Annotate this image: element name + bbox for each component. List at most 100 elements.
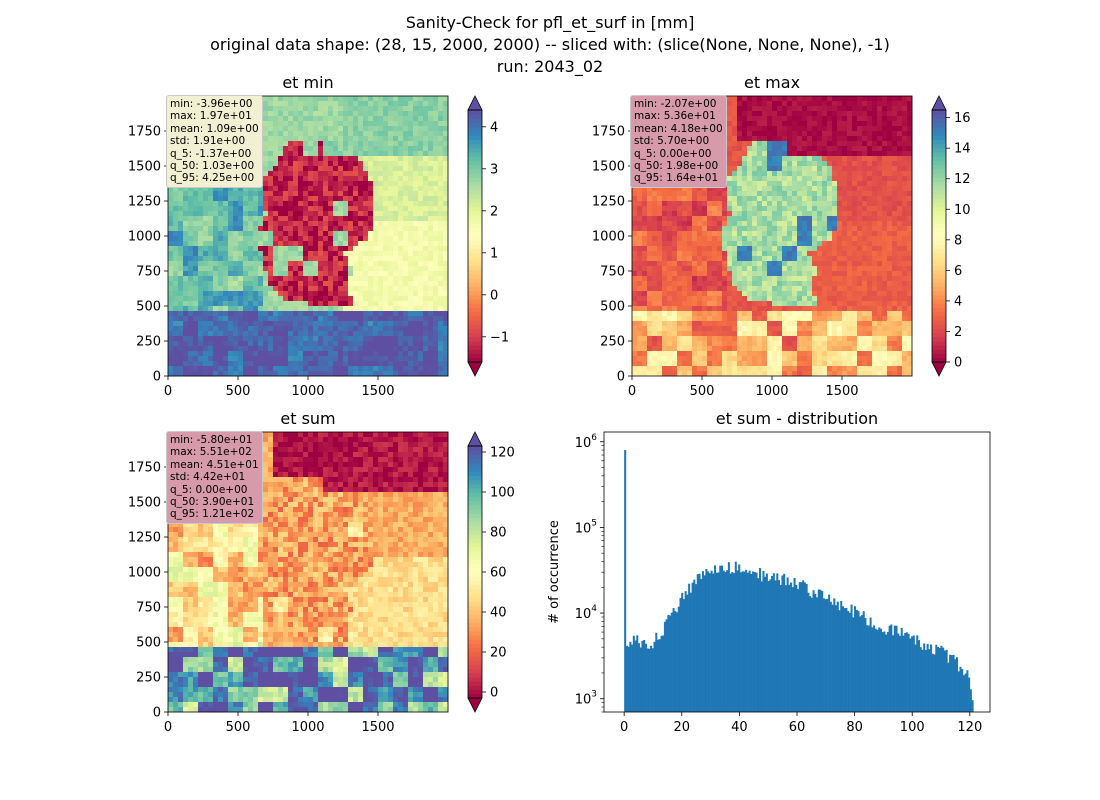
heatmap-cell (822, 201, 828, 207)
heatmap-cell (827, 171, 833, 177)
heatmap-cell (677, 251, 683, 257)
heatmap-cell (358, 181, 364, 187)
heatmap-cell (293, 281, 299, 287)
heatmap-cell (732, 236, 738, 242)
heatmap-cell (423, 261, 429, 267)
heatmap-cell (393, 126, 399, 132)
heatmap-cell (398, 366, 404, 372)
heatmap-cell (403, 251, 409, 257)
heatmap-cell (408, 316, 414, 322)
heatmap-cell (178, 281, 184, 287)
heatmap-cell (188, 266, 194, 272)
heatmap-cell (208, 351, 214, 357)
heatmap-cell (802, 101, 808, 107)
heatmap-cell (772, 196, 778, 202)
heatmap-cell (178, 266, 184, 272)
heatmap-cell (428, 266, 434, 272)
heatmap-cell (368, 276, 374, 282)
heatmap-cell (837, 241, 843, 247)
heatmap-cell (293, 131, 299, 137)
heatmap-cell (343, 161, 349, 167)
heatmap-cell (897, 136, 903, 142)
heatmap-cell (817, 131, 823, 137)
heatmap-cell (787, 116, 793, 122)
heatmap-cell (697, 186, 703, 192)
heatmap-cell (438, 256, 444, 262)
heatmap-cell (243, 196, 249, 202)
heatmap-cell (862, 151, 868, 157)
heatmap-cell (253, 321, 259, 327)
heatmap-cell (298, 206, 304, 212)
heatmap-cell (737, 186, 743, 192)
heatmap-cell (323, 111, 329, 117)
heatmap-cell (862, 231, 868, 237)
heatmap-cell (223, 211, 229, 217)
heatmap-cell (373, 141, 379, 147)
heatmap-cell (238, 276, 244, 282)
heatmap-cell (188, 226, 194, 232)
heatmap-cell (687, 231, 693, 237)
heatmap-cell (323, 156, 329, 162)
heatmap-cell (737, 211, 743, 217)
heatmap-cell (343, 176, 349, 182)
heatmap-cell (812, 206, 818, 212)
heatmap-cell (862, 101, 868, 107)
heatmap-cell (657, 186, 663, 192)
heatmap-cell (218, 331, 224, 337)
heatmap-cell (318, 191, 324, 197)
heatmap-cell (393, 261, 399, 267)
heatmap-cell (787, 231, 793, 237)
heatmap-cell (343, 186, 349, 192)
heatmap-cell (792, 191, 798, 197)
heatmap-cell (328, 136, 334, 142)
heatmap-cell (717, 191, 723, 197)
heatmap-cell (842, 236, 848, 242)
heatmap-cell (717, 186, 723, 192)
heatmap-cell (812, 246, 818, 252)
heatmap-cell (762, 226, 768, 232)
heatmap-cell (637, 196, 643, 202)
heatmap-cell (792, 226, 798, 232)
heatmap-cell (288, 221, 294, 227)
heatmap-cell (278, 371, 284, 377)
heatmap-cell (248, 296, 254, 302)
heatmap-cell (408, 336, 414, 342)
heatmap-cell (168, 371, 174, 377)
heatmap-cell (782, 121, 788, 127)
heatmap-cell (213, 196, 219, 202)
heatmap-cell (752, 216, 758, 222)
heatmap-cell (388, 336, 394, 342)
heatmap-cell (802, 121, 808, 127)
heatmap-cell (288, 96, 294, 102)
heatmap-cell (897, 216, 903, 222)
heatmap-cell (233, 316, 239, 322)
heatmap-cell (298, 286, 304, 292)
heatmap-cell (777, 231, 783, 237)
heatmap-cell (183, 271, 189, 277)
colorbar-swatch (468, 328, 482, 334)
heatmap-cell (358, 151, 364, 157)
heatmap-cell (767, 206, 773, 212)
heatmap-cell (283, 211, 289, 217)
heatmap-cell (847, 176, 853, 182)
heatmap-cell (293, 371, 299, 377)
heatmap-cell (258, 266, 264, 272)
heatmap-cell (263, 331, 269, 337)
heatmap-cell (872, 111, 878, 117)
heatmap-cell (418, 196, 424, 202)
heatmap-cell (777, 136, 783, 142)
heatmap-cell (273, 316, 279, 322)
heatmap-cell (752, 116, 758, 122)
heatmap-cell (303, 336, 309, 342)
heatmap-cell (168, 286, 174, 292)
heatmap-cell (707, 226, 713, 232)
colorbar-swatch (468, 236, 482, 241)
heatmap-cell (907, 216, 913, 222)
heatmap-cell (727, 236, 733, 242)
heatmap-cell (752, 96, 758, 102)
heatmap-cell (168, 186, 174, 192)
heatmap-cell (313, 186, 319, 192)
heatmap-cell (423, 321, 429, 327)
heatmap-cell (243, 261, 249, 267)
heatmap-cell (747, 176, 753, 182)
